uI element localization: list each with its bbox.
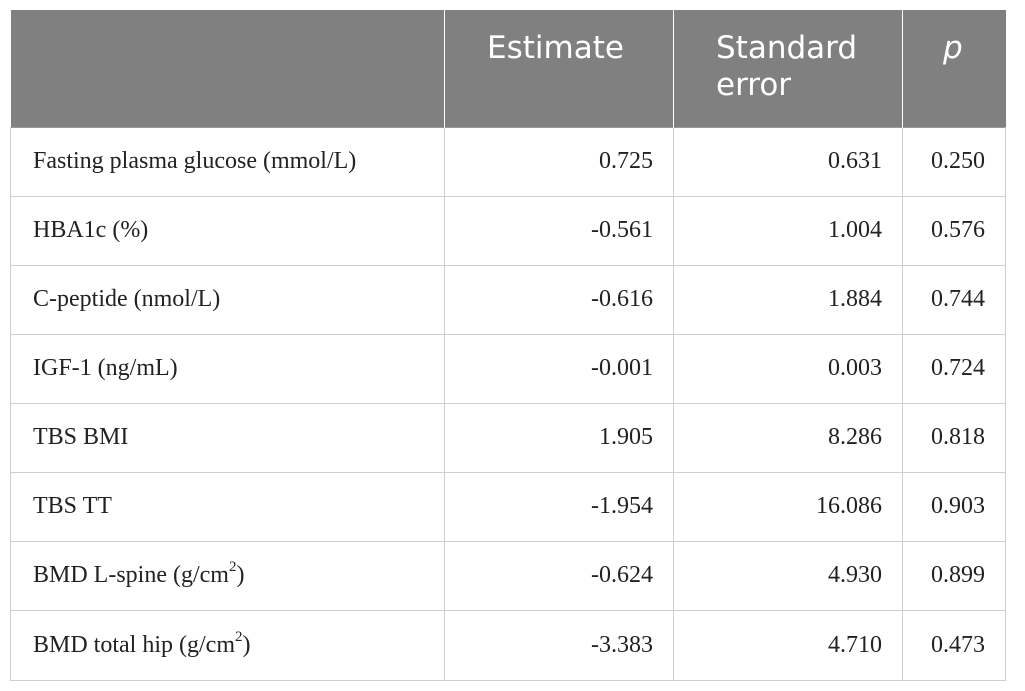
row-label: BMD L-spine (g/cm2): [10, 541, 445, 611]
p-value-cell: 0.724: [902, 334, 1006, 404]
p-value-cell: 0.899: [902, 541, 1006, 611]
estimate-cell: -0.624: [444, 541, 674, 611]
standard-error-cell: 4.710: [673, 610, 903, 681]
p-value-cell: 0.250: [902, 126, 1006, 197]
standard-error-cell: 8.286: [673, 403, 903, 473]
header-cell-p: p: [902, 10, 1006, 127]
row-label-suffix: ): [242, 631, 251, 658]
standard-error-cell: 16.086: [673, 472, 903, 542]
estimate-cell: 0.725: [444, 126, 674, 197]
estimate-cell: -0.001: [444, 334, 674, 404]
estimate-cell: -3.383: [444, 610, 674, 681]
standard-error-cell: 0.003: [673, 334, 903, 404]
row-label-text: Fasting plasma glucose (mmol/L): [33, 148, 357, 174]
estimate-cell: -1.954: [444, 472, 674, 542]
row-label: BMD total hip (g/cm2): [10, 610, 445, 681]
standard-error-cell: 0.631: [673, 126, 903, 197]
table-row: BMD total hip (g/cm2) -3.383 4.710 0.473: [10, 610, 1006, 681]
p-value-cell: 0.576: [902, 196, 1006, 266]
row-label: TBS TT: [10, 472, 445, 542]
row-label-suffix: ): [236, 562, 245, 588]
row-label-text: TBS TT: [33, 493, 112, 519]
table-row: TBS TT -1.954 16.086 0.903: [10, 472, 1006, 542]
row-label: HBA1c (%): [10, 196, 445, 266]
table-row: Fasting plasma glucose (mmol/L) 0.725 0.…: [10, 126, 1006, 197]
table-row: HBA1c (%) -0.561 1.004 0.576: [10, 196, 1006, 266]
row-label-text: IGF-1 (ng/mL): [33, 355, 178, 381]
row-label-text: HBA1c (%): [33, 217, 149, 243]
table-row: BMD L-spine (g/cm2) -0.624 4.930 0.899: [10, 541, 1006, 611]
row-label: Fasting plasma glucose (mmol/L): [10, 126, 445, 197]
row-label-text: BMD L-spine (g/cm: [33, 562, 229, 588]
p-value-cell: 0.903: [902, 472, 1006, 542]
estimate-cell: -0.561: [444, 196, 674, 266]
standard-error-cell: 4.930: [673, 541, 903, 611]
estimate-cell: 1.905: [444, 403, 674, 473]
row-label: C-peptide (nmol/L): [10, 265, 445, 335]
table-header: Estimate Standard error p: [10, 10, 1006, 127]
p-value-cell: 0.744: [902, 265, 1006, 335]
estimate-cell: -0.616: [444, 265, 674, 335]
table-row: IGF-1 (ng/mL) -0.001 0.003 0.724: [10, 334, 1006, 404]
table-body: Fasting plasma glucose (mmol/L) 0.725 0.…: [10, 126, 1006, 681]
table-row: C-peptide (nmol/L) -0.616 1.884 0.744: [10, 265, 1006, 335]
row-label-text: TBS BMI: [33, 424, 129, 450]
row-label-text: C-peptide (nmol/L): [33, 286, 221, 312]
header-cell-standard-error: Standard error: [673, 10, 903, 127]
table-row: TBS BMI 1.905 8.286 0.818: [10, 403, 1006, 473]
row-label-text: BMD total hip (g/cm: [33, 631, 235, 658]
p-value-cell: 0.473: [902, 610, 1006, 681]
row-label-superscript: 2: [228, 559, 237, 575]
header-cell-estimate: Estimate: [444, 10, 674, 127]
header-cell-blank: [10, 10, 445, 127]
row-label: IGF-1 (ng/mL): [10, 334, 445, 404]
row-label-superscript: 2: [234, 628, 243, 645]
header-row: Estimate Standard error p: [10, 10, 1006, 127]
standard-error-cell: 1.004: [673, 196, 903, 266]
results-table: Estimate Standard error p Fasting plasma…: [10, 10, 1006, 681]
standard-error-cell: 1.884: [673, 265, 903, 335]
p-value-cell: 0.818: [902, 403, 1006, 473]
row-label: TBS BMI: [10, 403, 445, 473]
